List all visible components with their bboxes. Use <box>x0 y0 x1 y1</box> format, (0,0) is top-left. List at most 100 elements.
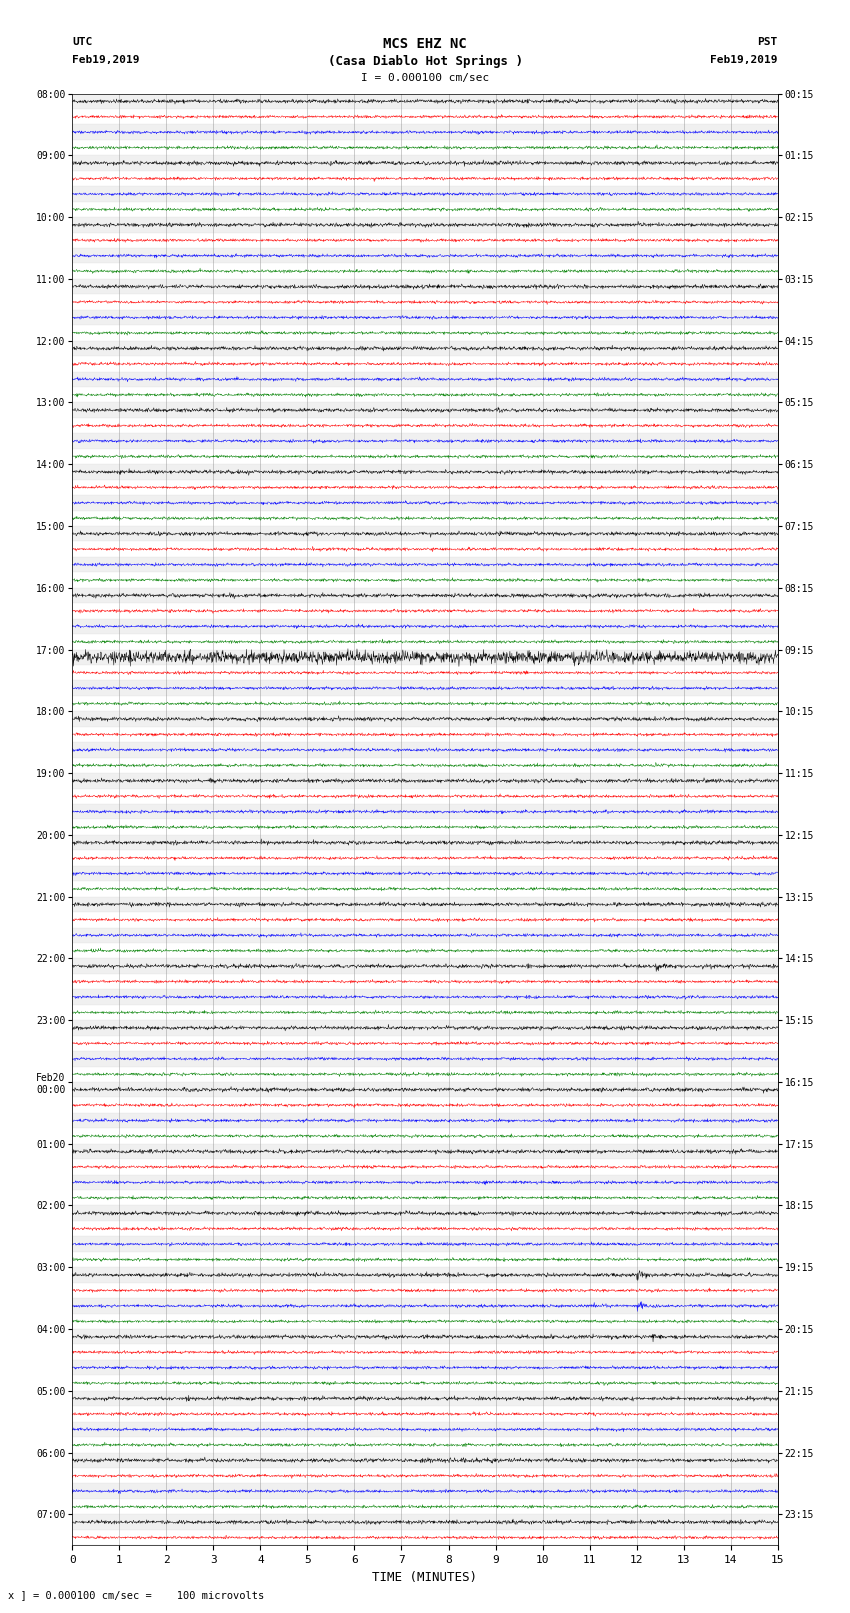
Bar <box>72 711 778 727</box>
Bar <box>72 1127 778 1144</box>
Bar <box>72 1498 778 1515</box>
Bar <box>72 202 778 218</box>
Text: PST: PST <box>757 37 778 47</box>
Bar <box>72 1174 778 1190</box>
Bar <box>72 989 778 1005</box>
Bar <box>72 1052 778 1066</box>
Bar <box>72 1190 778 1205</box>
Bar <box>72 1144 778 1160</box>
Bar <box>72 803 778 819</box>
Bar <box>72 1282 778 1298</box>
Bar <box>72 418 778 434</box>
Bar <box>72 944 778 958</box>
Bar <box>72 1298 778 1313</box>
Bar <box>72 1407 778 1421</box>
Bar <box>72 897 778 911</box>
Bar <box>72 665 778 681</box>
Bar <box>72 155 778 171</box>
Bar <box>72 1113 778 1127</box>
Bar <box>72 511 778 526</box>
Bar <box>72 465 778 479</box>
Bar <box>72 94 778 110</box>
Bar <box>72 1329 778 1345</box>
Bar <box>72 185 778 202</box>
Bar <box>72 773 778 789</box>
Bar <box>72 650 778 665</box>
Bar <box>72 326 778 340</box>
Bar <box>72 573 778 587</box>
Bar <box>72 495 778 511</box>
Bar <box>72 310 778 326</box>
Bar <box>72 1453 778 1468</box>
Bar <box>72 1484 778 1498</box>
Bar <box>72 140 778 155</box>
Bar <box>72 1019 778 1036</box>
Text: UTC: UTC <box>72 37 93 47</box>
Bar <box>72 927 778 944</box>
Bar <box>72 1036 778 1052</box>
Bar <box>72 448 778 465</box>
Bar <box>72 248 778 263</box>
Bar <box>72 1097 778 1113</box>
Text: MCS EHZ NC: MCS EHZ NC <box>383 37 467 52</box>
Bar <box>72 836 778 850</box>
Bar <box>72 681 778 695</box>
Bar <box>72 371 778 387</box>
Bar <box>72 1252 778 1268</box>
Bar <box>72 110 778 124</box>
Bar <box>72 819 778 836</box>
Bar <box>72 1376 778 1390</box>
Text: x ] = 0.000100 cm/sec =    100 microvolts: x ] = 0.000100 cm/sec = 100 microvolts <box>8 1590 264 1600</box>
Bar <box>72 758 778 773</box>
Bar <box>72 1005 778 1019</box>
Bar <box>72 1360 778 1376</box>
Bar <box>72 619 778 634</box>
Bar <box>72 1066 778 1082</box>
Text: Feb19,2019: Feb19,2019 <box>72 55 139 65</box>
Bar <box>72 850 778 866</box>
Bar <box>72 789 778 803</box>
Bar <box>72 232 778 248</box>
Bar <box>72 356 778 371</box>
Bar <box>72 279 778 294</box>
Bar <box>72 1345 778 1360</box>
Bar <box>72 1268 778 1282</box>
Bar <box>72 727 778 742</box>
Bar <box>72 124 778 140</box>
Bar <box>72 742 778 758</box>
Bar <box>72 1529 778 1545</box>
Bar <box>72 1390 778 1407</box>
Bar <box>72 434 778 448</box>
Bar <box>72 1313 778 1329</box>
Bar <box>72 1237 778 1252</box>
Bar <box>72 171 778 185</box>
Bar <box>72 1082 778 1097</box>
Bar <box>72 1160 778 1174</box>
Bar <box>72 603 778 619</box>
Bar <box>72 294 778 310</box>
Bar <box>72 911 778 927</box>
Bar <box>72 526 778 542</box>
Bar <box>72 263 778 279</box>
Bar <box>72 1421 778 1437</box>
Bar <box>72 1515 778 1529</box>
Bar <box>72 556 778 573</box>
Bar <box>72 402 778 418</box>
Bar <box>72 866 778 881</box>
Bar <box>72 542 778 556</box>
Bar <box>72 479 778 495</box>
X-axis label: TIME (MINUTES): TIME (MINUTES) <box>372 1571 478 1584</box>
Bar <box>72 695 778 711</box>
Bar <box>72 974 778 989</box>
Bar <box>72 958 778 974</box>
Bar <box>72 1205 778 1221</box>
Bar <box>72 1468 778 1484</box>
Text: Feb19,2019: Feb19,2019 <box>711 55 778 65</box>
Bar <box>72 634 778 650</box>
Bar <box>72 218 778 232</box>
Text: I = 0.000100 cm/sec: I = 0.000100 cm/sec <box>361 73 489 82</box>
Bar <box>72 340 778 356</box>
Bar <box>72 1221 778 1237</box>
Bar <box>72 387 778 402</box>
Bar <box>72 1437 778 1453</box>
